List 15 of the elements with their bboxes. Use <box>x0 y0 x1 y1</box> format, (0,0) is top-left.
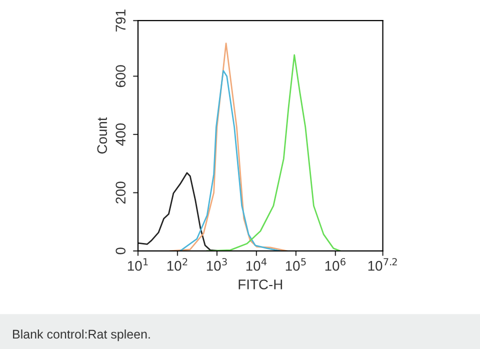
y-tick-label: 0 <box>116 248 126 254</box>
text: Blank control:Rat spleen. <box>13 329 150 342</box>
y-axis-title: Count <box>97 117 108 154</box>
y-tick-label: 400 <box>116 123 126 146</box>
x-tick-label: 10$^{3}$ <box>206 258 227 271</box>
x-tick-label: 10$^{6}$ <box>325 258 346 271</box>
x-tick-label: 10$^{2}$ <box>167 258 188 271</box>
x-tick-label: 10$^{1}$ <box>128 258 148 271</box>
y-tick-label: 791 <box>116 10 126 32</box>
y-tick-label: 200 <box>116 182 126 204</box>
x-tick-label: 10$^{4}$ <box>246 258 267 271</box>
x-axis-title: FITC-H <box>238 280 282 290</box>
y-tick-label: 600 <box>116 65 126 88</box>
x-tick-label: 10$^{7.2}$ <box>368 258 397 271</box>
x-tick-label: 10$^{5}$ <box>286 258 306 271</box>
